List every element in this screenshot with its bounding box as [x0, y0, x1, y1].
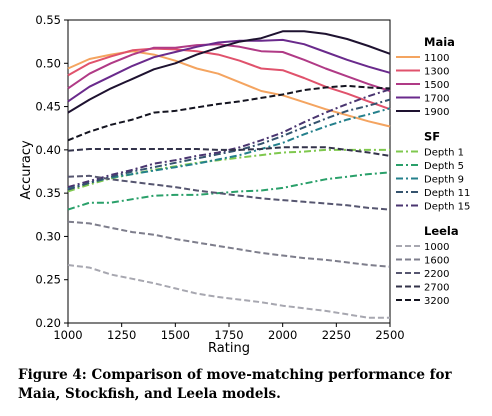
x-axis-label: Rating	[208, 341, 250, 356]
legend-entry-label: 1000	[424, 242, 449, 253]
legend-entry-label: 1300	[424, 67, 449, 78]
series-line-leela-3200	[67, 84, 391, 142]
series-line-sf-depth-15	[67, 88, 391, 189]
y-tick-label: 0.40	[35, 143, 61, 157]
x-tick-label: 2500	[375, 328, 404, 342]
series-line-maia-1700	[67, 38, 391, 103]
series-line-sf-depth-9	[67, 107, 391, 190]
line-chart: 1000 1250 1500 1750 2000 2250 2500 0.20 0.25 0.30…	[19, 13, 470, 356]
legend-group-title: Maia	[424, 35, 455, 49]
legend-group-title: Leela	[424, 224, 459, 238]
legend-entry-label: 1900	[424, 107, 449, 118]
x-tick-label: 1750	[214, 328, 243, 342]
x-tick-label: 1000	[53, 328, 82, 342]
legend-entry-label: 3200	[424, 296, 449, 307]
legend-entry-label: Depth 11	[424, 188, 470, 199]
legend-group-title: SF	[424, 130, 440, 144]
legend-entry-label: 1500	[424, 80, 449, 91]
y-tick-label: 0.45	[35, 100, 61, 114]
series-line-maia-1300	[67, 47, 391, 111]
x-tick-label: 1250	[107, 328, 136, 342]
series-line-leela-2200	[67, 174, 391, 211]
x-tick-label: 1500	[161, 328, 190, 342]
series-line-sf-depth-1	[67, 148, 390, 193]
legend-entry-label: Depth 5	[424, 161, 464, 172]
series-lines	[67, 30, 391, 319]
axes: 1000 1250 1500 1750 2000 2250 2500 0.20 0.25 0.30…	[35, 13, 404, 342]
plot-frame	[67, 19, 391, 324]
legend-entry-label: 1100	[424, 53, 449, 64]
legend-entry-label: 1700	[424, 94, 449, 105]
y-tick-label: 0.20	[35, 316, 61, 330]
x-tick-label: 2000	[268, 328, 297, 342]
x-tick-label: 2250	[322, 328, 351, 342]
y-tick-label: 0.55	[35, 13, 61, 27]
y-tick-label: 0.50	[35, 56, 61, 70]
series-line-sf-depth-5	[67, 171, 391, 211]
series-line-maia-1100	[67, 50, 391, 128]
legend-entry-label: Depth 1	[424, 148, 464, 159]
y-tick-label: 0.30	[35, 229, 61, 243]
y-axis-label: Accuracy	[19, 140, 34, 200]
legend-entry-label: 2700	[424, 283, 449, 294]
legend-entry-label: Depth 9	[424, 175, 464, 186]
legend-entry-label: 2200	[424, 269, 449, 280]
series-line-leela-1600	[67, 220, 391, 268]
y-tick-label: 0.25	[35, 273, 61, 287]
figure-caption: Figure 4: Comparison of move-matching pe…	[18, 367, 452, 402]
legend-entry-label: Depth 15	[424, 202, 470, 213]
series-line-leela-1000	[67, 264, 390, 319]
legend: Maia 1100 1300 1500 1700 1900 SF Depth 1 Depth 5…	[396, 35, 470, 307]
y-tick-label: 0.35	[35, 186, 61, 200]
series-line-sf-depth-11	[67, 98, 391, 191]
series-line-maia-1900	[67, 30, 391, 114]
legend-entry-label: 1600	[424, 256, 449, 267]
series-line-maia-1500	[67, 43, 391, 92]
